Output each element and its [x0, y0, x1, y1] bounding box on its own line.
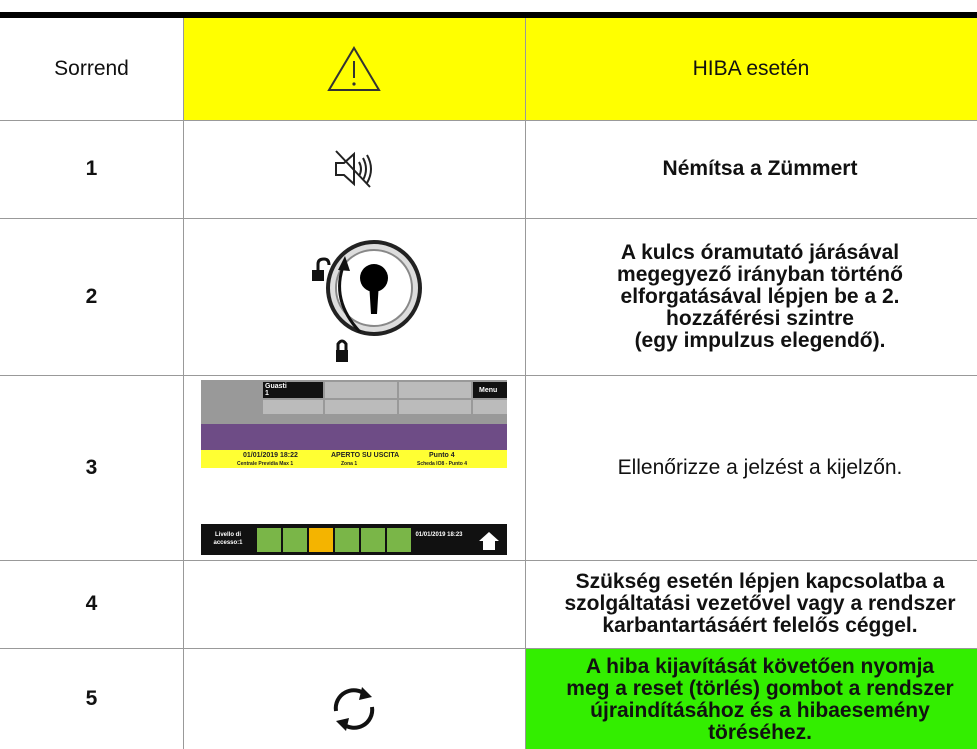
screen-text: APERTO SU USCITA — [331, 452, 399, 459]
display-screenshot: Guasti 1 Menu 01/01/2019 18:22 APERTO SU… — [201, 380, 507, 555]
row-number: 5 — [85, 686, 98, 710]
number-cell: 4 — [0, 560, 183, 648]
screen-text: Menu — [479, 387, 497, 394]
row-number: 2 — [85, 284, 98, 308]
text-cell: Némítsa a Zümmert — [525, 120, 977, 218]
header-cell: Sorrend — [0, 18, 183, 120]
screen-text: Centrale Previdia Max 1 — [237, 461, 293, 467]
instruction: karbantartásáért felelős céggel. — [602, 614, 918, 637]
reset-icon — [333, 686, 375, 731]
text-cell: A kulcs óramutató járásával megegyező irá… — [525, 218, 977, 375]
icon-cell — [183, 218, 525, 375]
instruction: Némítsa a Zümmert — [662, 157, 858, 180]
icon-cell — [183, 120, 525, 218]
instruction: elforgatásával lépjen be a 2. — [620, 284, 900, 308]
number-cell: 1 — [0, 120, 183, 218]
instruction: hozzáférési szintre — [666, 306, 854, 330]
screen-text: 01/01/2019 18:23 — [415, 532, 463, 538]
key-icon — [312, 239, 422, 362]
row-number: 4 — [85, 592, 98, 615]
header-cell: HIBA esetén — [525, 18, 977, 120]
warning-icon — [327, 46, 381, 91]
top-rule — [0, 12, 977, 18]
header-title: HIBA esetén — [692, 57, 810, 80]
instruction: Ellenőrizze a jelzést a kijelzőn. — [617, 455, 903, 479]
col-line — [525, 18, 526, 749]
instruction: Szükség esetén lépjen kapcsolatba a — [575, 570, 945, 593]
row-line — [0, 648, 977, 649]
text-cell: A hiba kijavítását követően nyomja meg a … — [525, 648, 977, 749]
screen-text: Punto 4 — [429, 452, 455, 459]
screen-text: Scheda IO8 - Punto 4 — [417, 461, 467, 467]
number-cell: 3 — [0, 375, 183, 560]
text-cell: Ellenőrizze a jelzést a kijelzőn. — [525, 375, 977, 560]
screen-text: 01/01/2019 18:22 — [243, 452, 298, 459]
screen-text: Zona 1 — [341, 461, 357, 467]
instruction: újraindításához és a hibaesemény — [590, 699, 930, 722]
row-line — [0, 120, 977, 121]
row-number: 1 — [85, 157, 98, 180]
instruction: A hiba kijavítását követően nyomja — [585, 655, 935, 678]
col-line — [183, 18, 184, 749]
row-line — [0, 375, 977, 376]
header-icon — [183, 18, 525, 120]
instruction: töréséhez. — [708, 721, 812, 744]
instruction: meg a reset (törlés) gombot a rendszer — [566, 677, 954, 700]
row-number: 3 — [85, 455, 98, 479]
text-cell: Szükség esetén lépjen kapcsolatba a szolg… — [525, 560, 977, 648]
instruction: (egy impulzus elegendő). — [634, 328, 886, 352]
icon-cell — [183, 648, 525, 749]
reset-highlight — [525, 648, 977, 749]
screen-text: Guasti — [265, 383, 287, 390]
row-line — [0, 560, 977, 561]
row-line — [0, 218, 977, 219]
number-cell: 5 — [0, 648, 183, 749]
header-highlight — [183, 18, 977, 120]
mute-icon — [335, 150, 372, 188]
instruction: A kulcs óramutató járásával — [620, 240, 900, 264]
instruction: megegyező irányban történő — [617, 262, 903, 286]
screen-text: Livello di accesso:1 — [213, 532, 243, 546]
icon-cell: Guasti 1 Menu 01/01/2019 18:22 APERTO SU… — [183, 375, 525, 560]
number-cell: 2 — [0, 218, 183, 375]
instruction: szolgáltatási vezetővel vagy a rendszer — [564, 592, 956, 615]
header-order: Sorrend — [54, 57, 129, 80]
screen-text: 1 — [265, 390, 269, 397]
